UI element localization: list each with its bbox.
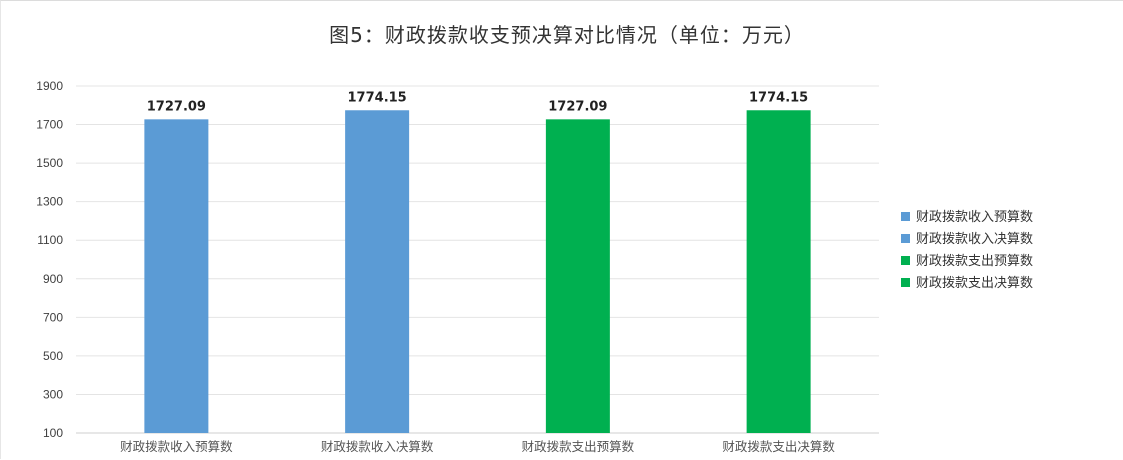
data-label: 1727.09: [548, 99, 607, 114]
x-axis-categories: 财政拨款收入预算数 财政拨款收入决算数 财政拨款支出预算数 财政拨款支出决算数: [120, 439, 835, 454]
y-tick-label: 1500: [36, 156, 63, 170]
x-category-label: 财政拨款支出预算数: [522, 439, 635, 454]
legend-swatch: [901, 278, 910, 287]
bar: [746, 110, 811, 434]
legend-label: 财政拨款收入决算数: [916, 232, 1033, 247]
legend-swatch: [901, 234, 910, 243]
y-tick-label: 100: [43, 426, 63, 440]
data-labels: 1727.09 1774.15 1727.09 1774.15: [147, 90, 808, 114]
bar-series: [144, 110, 811, 434]
grid-layer: [76, 85, 879, 434]
legend-swatch: [901, 256, 910, 265]
data-label: 1727.09: [147, 99, 206, 114]
y-tick-label: 1300: [36, 195, 63, 209]
chart-title: 图5：财政拨款收支预决算对比情况（单位：万元）: [329, 23, 805, 47]
legend-swatch: [901, 212, 910, 221]
legend-label: 财政拨款支出预算数: [916, 254, 1033, 269]
y-tick-label: 1700: [36, 118, 63, 132]
legend-label: 财政拨款收入预算数: [916, 210, 1033, 225]
x-category-label: 财政拨款支出决算数: [722, 439, 835, 454]
bar: [545, 119, 610, 434]
bar: [345, 110, 410, 434]
x-category-label: 财政拨款收入决算数: [321, 439, 434, 454]
data-label: 1774.15: [749, 90, 808, 105]
x-category-label: 财政拨款收入预算数: [120, 439, 233, 454]
bar: [144, 119, 209, 434]
legend-label: 财政拨款支出决算数: [916, 276, 1033, 291]
y-tick-label: 500: [43, 349, 63, 363]
data-label: 1774.15: [348, 90, 407, 105]
y-axis-ticks: 100 300 500 700 900 1100 1300 1500 1700 1900: [36, 79, 63, 440]
y-tick-label: 1900: [36, 79, 63, 93]
y-tick-label: 700: [43, 310, 63, 324]
y-tick-label: 900: [43, 272, 63, 286]
y-tick-label: 300: [43, 387, 63, 401]
y-tick-label: 1100: [37, 233, 63, 247]
